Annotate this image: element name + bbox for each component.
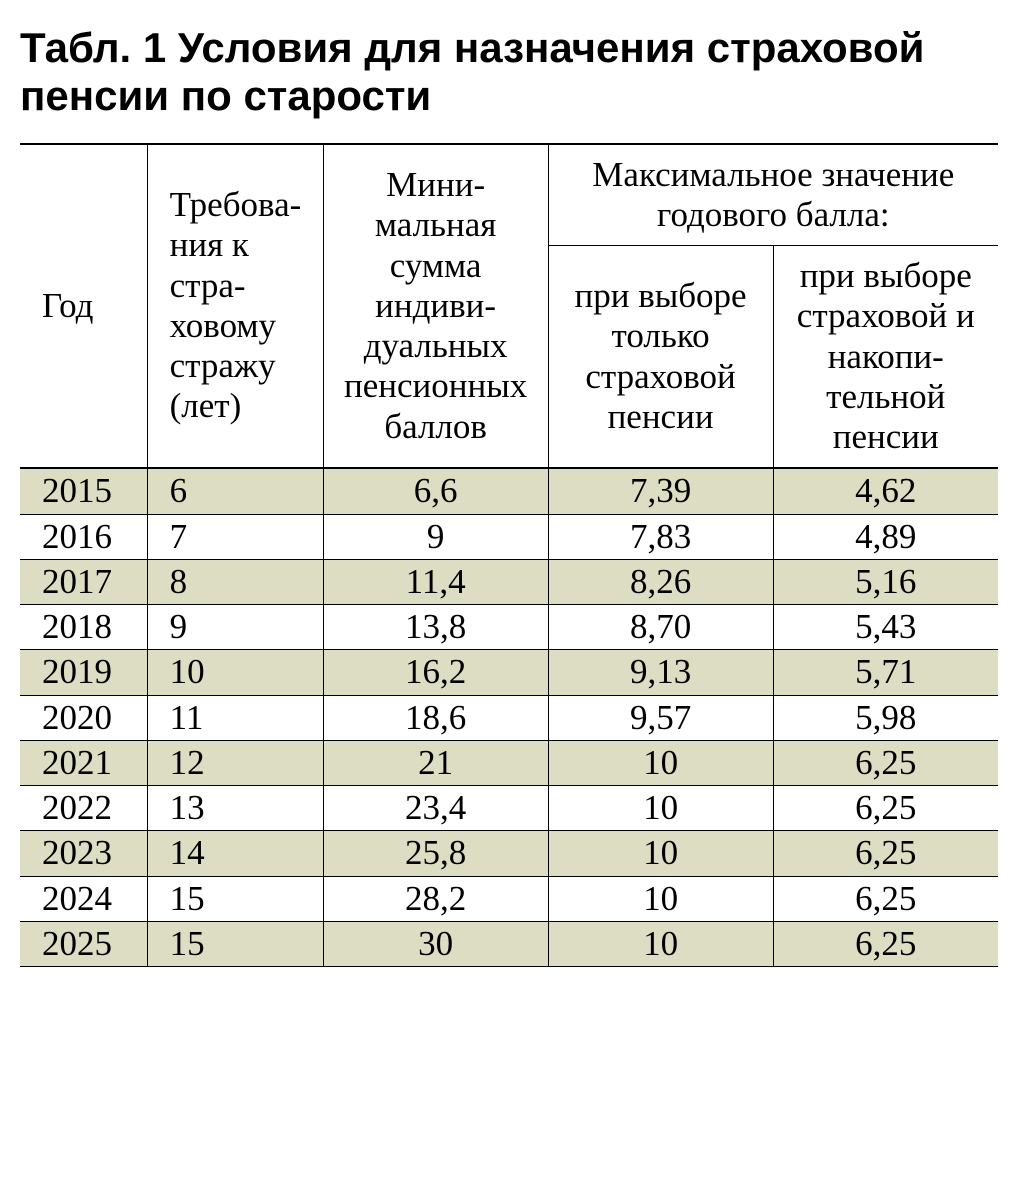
table-cell: 9 <box>323 514 548 559</box>
table-cell: 28,2 <box>323 876 548 921</box>
table-cell: 2021 <box>20 740 147 785</box>
table-cell: 4,89 <box>773 514 998 559</box>
table-cell: 6,6 <box>323 468 548 514</box>
table-cell: 10 <box>548 740 773 785</box>
table-row: 20251530106,25 <box>20 921 998 966</box>
table-cell: 15 <box>147 921 323 966</box>
table-row: 20191016,29,135,71 <box>20 650 998 695</box>
table-cell: 4,62 <box>773 468 998 514</box>
table-cell: 6,25 <box>773 740 998 785</box>
table-row: 201566,67,394,62 <box>20 468 998 514</box>
table-cell: 25,8 <box>323 831 548 876</box>
table-cell: 21 <box>323 740 548 785</box>
table-cell: 2024 <box>20 876 147 921</box>
table-cell: 13,8 <box>323 605 548 650</box>
table-cell: 2020 <box>20 695 147 740</box>
table-cell: 11,4 <box>323 559 548 604</box>
table-cell: 9,57 <box>548 695 773 740</box>
table-cell: 18,6 <box>323 695 548 740</box>
table-cell: 15 <box>147 876 323 921</box>
table-cell: 14 <box>147 831 323 876</box>
table-title: Табл. 1 Условия для назначения страховой… <box>20 24 998 121</box>
table-cell: 16,2 <box>323 650 548 695</box>
table-cell: 8,70 <box>548 605 773 650</box>
table-cell: 2018 <box>20 605 147 650</box>
table-cell: 2015 <box>20 468 147 514</box>
table-cell: 10 <box>548 786 773 831</box>
table-cell: 5,43 <box>773 605 998 650</box>
table-row: 20221323,4106,25 <box>20 786 998 831</box>
col-header-max-only-insurance: при вы­боре только страхо­вой пенсии <box>548 246 773 469</box>
table-cell: 2016 <box>20 514 147 559</box>
table-row: 2016797,834,89 <box>20 514 998 559</box>
table-cell: 2017 <box>20 559 147 604</box>
table-cell: 6,25 <box>773 921 998 966</box>
table-cell: 10 <box>548 876 773 921</box>
table-cell: 6,25 <box>773 786 998 831</box>
table-row: 2017811,48,265,16 <box>20 559 998 604</box>
col-header-max-group: Максимальное значение годового балла: <box>548 144 998 246</box>
table-cell: 30 <box>323 921 548 966</box>
table-cell: 2022 <box>20 786 147 831</box>
table-cell: 8 <box>147 559 323 604</box>
table-cell: 10 <box>548 921 773 966</box>
table-cell: 23,4 <box>323 786 548 831</box>
table-cell: 6,25 <box>773 876 998 921</box>
table-cell: 2019 <box>20 650 147 695</box>
col-header-year: Год <box>20 144 147 469</box>
table-cell: 7 <box>147 514 323 559</box>
col-header-min-points: Мини­мальная сумма индиви­дуальных пенси… <box>323 144 548 469</box>
table-cell: 6 <box>147 468 323 514</box>
table-cell: 8,26 <box>548 559 773 604</box>
table-cell: 2025 <box>20 921 147 966</box>
table-body: 201566,67,394,622016797,834,892017811,48… <box>20 468 998 966</box>
table-cell: 7,83 <box>548 514 773 559</box>
table-cell: 10 <box>147 650 323 695</box>
table-row: 2018913,88,705,43 <box>20 605 998 650</box>
table-cell: 5,71 <box>773 650 998 695</box>
table-cell: 13 <box>147 786 323 831</box>
table-row: 20201118,69,575,98 <box>20 695 998 740</box>
col-header-req-years: Требова­ния к стра­ховому стражу (лет) <box>147 144 323 469</box>
table-cell: 9,13 <box>548 650 773 695</box>
table-cell: 2023 <box>20 831 147 876</box>
pension-conditions-table: Год Требова­ния к стра­ховому стражу (ле… <box>20 143 998 968</box>
table-cell: 9 <box>147 605 323 650</box>
table-cell: 10 <box>548 831 773 876</box>
table-cell: 5,16 <box>773 559 998 604</box>
table-cell: 6,25 <box>773 831 998 876</box>
col-header-max-ins-and-funded: при вы­боре страхо­вой и накопи­тельной … <box>773 246 998 469</box>
table-cell: 11 <box>147 695 323 740</box>
table-row: 20241528,2106,25 <box>20 876 998 921</box>
table-row: 20231425,8106,25 <box>20 831 998 876</box>
table-cell: 5,98 <box>773 695 998 740</box>
table-row: 20211221106,25 <box>20 740 998 785</box>
table-cell: 7,39 <box>548 468 773 514</box>
table-cell: 12 <box>147 740 323 785</box>
